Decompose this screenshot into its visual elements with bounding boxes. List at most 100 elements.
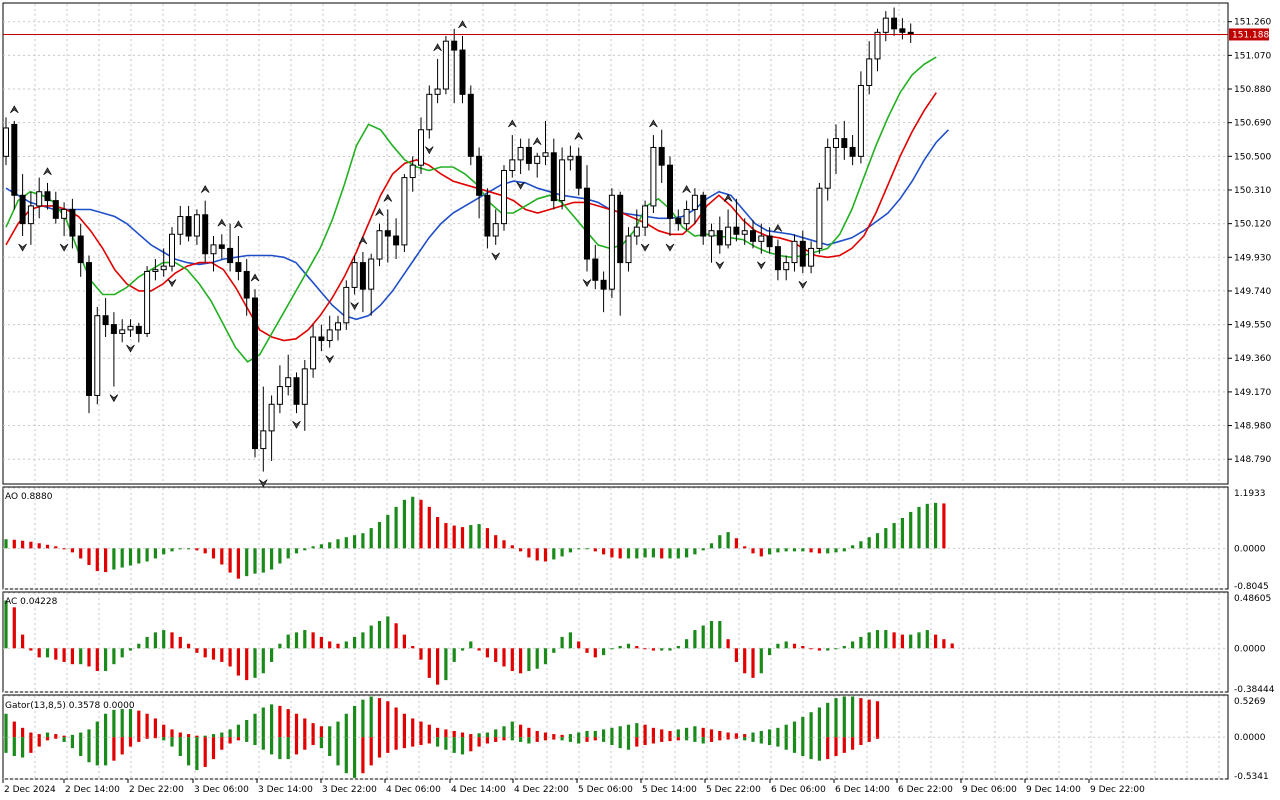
candle[interactable] [725,226,732,246]
ao-pane[interactable] [4,496,946,579]
candle[interactable] [501,169,507,225]
candle[interactable] [517,146,524,161]
candle[interactable] [260,430,267,450]
candle[interactable] [376,230,383,260]
candle[interactable] [252,297,258,450]
candle[interactable] [44,191,51,202]
candle[interactable] [683,208,690,225]
candle[interactable] [849,146,856,157]
candle[interactable] [857,84,864,157]
candle[interactable] [559,159,566,202]
candle[interactable] [169,233,175,267]
candle[interactable] [600,279,607,290]
candle[interactable] [434,88,441,95]
candle[interactable] [110,324,117,334]
candle[interactable] [799,240,806,267]
candle[interactable] [393,235,400,246]
candle[interactable] [708,230,715,237]
candle[interactable] [642,205,649,228]
candle[interactable] [335,322,341,331]
candle[interactable] [19,194,26,225]
candle[interactable] [409,164,416,179]
candle[interactable] [177,216,184,235]
candle[interactable] [77,235,84,264]
candle[interactable] [368,258,375,290]
candle[interactable] [716,230,723,246]
candle[interactable] [218,244,225,249]
candle[interactable] [276,386,283,405]
candle[interactable] [592,258,599,281]
candle[interactable] [700,194,707,237]
candle[interactable] [808,247,815,267]
candle[interactable] [268,403,275,432]
candle[interactable] [36,191,43,207]
candle[interactable] [210,244,217,255]
candle[interactable] [310,336,317,370]
candle[interactable] [202,214,209,255]
candle[interactable] [94,315,101,396]
price-pane[interactable] [3,0,1228,488]
candle[interactable] [235,262,242,272]
candle[interactable] [193,214,200,237]
candle[interactable] [691,194,698,210]
candle[interactable] [667,164,673,219]
candle[interactable] [534,155,541,164]
gator-pane[interactable] [4,696,880,778]
candle[interactable] [384,230,391,237]
candle[interactable] [758,235,765,242]
candle[interactable] [774,246,781,271]
candle[interactable] [509,159,516,171]
candle[interactable] [127,325,134,331]
candle[interactable] [833,138,839,148]
candle[interactable] [874,31,881,60]
candle[interactable] [658,146,665,166]
candle[interactable] [459,49,466,95]
candle[interactable] [135,325,142,334]
candle[interactable] [301,368,308,405]
candle[interactable] [102,315,109,326]
candle[interactable] [401,177,408,246]
candle[interactable] [841,138,848,148]
candle[interactable] [625,235,632,264]
candle[interactable] [442,40,449,90]
candle[interactable] [492,223,499,237]
candle[interactable] [650,146,657,207]
candle[interactable] [675,217,682,225]
candle[interactable] [783,262,790,271]
candle[interactable] [3,127,9,157]
candle[interactable] [866,58,873,86]
candle[interactable] [575,155,582,189]
candle[interactable] [617,194,624,264]
candle[interactable] [285,377,292,388]
candle[interactable] [816,187,823,249]
candle[interactable] [293,377,300,405]
candle[interactable] [750,230,756,242]
candle[interactable] [359,262,366,290]
candle[interactable] [351,262,358,288]
candle[interactable] [227,247,234,264]
candle[interactable] [185,216,192,237]
candle[interactable] [476,155,483,196]
ac-pane[interactable] [4,600,954,685]
candle[interactable] [791,240,798,264]
candle[interactable] [61,208,68,219]
candle[interactable] [882,17,889,33]
candle[interactable] [343,286,350,324]
candle[interactable] [467,93,474,157]
candle[interactable] [326,329,333,342]
candle[interactable] [550,152,557,202]
candle[interactable] [144,270,151,334]
candle[interactable] [542,152,549,157]
candle[interactable] [741,230,748,235]
candle[interactable] [584,187,590,260]
candle[interactable] [891,17,898,30]
candle[interactable] [86,262,92,396]
candle[interactable] [484,194,491,237]
candle[interactable] [69,208,76,237]
candle[interactable] [824,146,831,189]
candle[interactable] [160,265,167,271]
candle[interactable] [418,129,424,166]
candle[interactable] [11,123,18,196]
candle[interactable] [525,146,532,164]
